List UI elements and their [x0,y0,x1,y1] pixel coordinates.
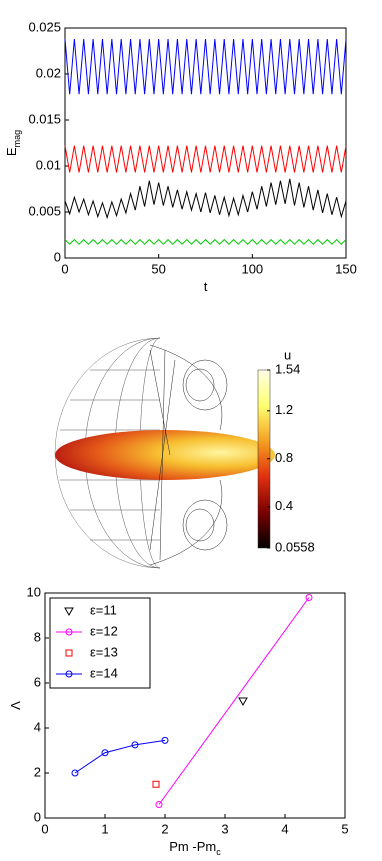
series-line [158,597,310,805]
x-tick-label: 100 [241,261,263,276]
y-tick-label: 2 [34,764,41,779]
axis-label-text: t [204,279,208,294]
series-line [64,38,347,95]
marker [305,594,313,601]
marker [71,769,79,777]
marker [238,697,248,707]
y-tick-label: 8 [34,629,41,644]
x-tick-label: 2 [161,821,168,836]
y-tick-label: 10 [27,584,41,599]
legend-label: ε=12 [90,623,118,638]
marker [101,749,109,757]
axis-label-text: Pm -Pm [169,839,216,854]
marker [131,741,139,749]
plot-frame [64,27,347,259]
x-tick-label: 150 [335,261,357,276]
x-tick-label: 0 [41,821,48,836]
axis-label-text: E [4,147,19,156]
series-line [64,145,347,173]
y-tick-label: 0.015 [28,111,61,126]
series-line [64,178,347,220]
axis-label: Pm -Pmc [169,839,221,857]
marker [64,607,74,617]
marker [161,736,169,744]
y-tick-label: 6 [34,674,41,689]
x-tick-label: 1 [101,821,108,836]
marker [152,780,160,788]
marker [65,670,73,678]
legend-box [49,597,151,689]
marker [65,649,73,657]
axis-label: Emag [4,130,22,156]
axis-label-subscript: c [216,847,221,857]
x-tick-label: 0 [61,261,68,276]
colorbar-tick-label: 1.2 [275,402,293,417]
x-tick-label: 50 [151,261,165,276]
plot-frame [44,592,346,819]
axis-label: t [204,279,208,294]
colorbar-title: u [284,347,291,362]
axis-label: Λ [8,701,23,710]
x-tick-label: 5 [341,821,348,836]
colorbar-tick-label: 1.54 [275,361,300,376]
marker [65,628,73,636]
render-3d [54,337,275,569]
y-tick-label: 0.02 [36,65,61,80]
y-tick-label: 0.005 [28,203,61,218]
colorbar-tick-label: 0.4 [275,498,293,513]
y-tick-label: 4 [34,719,41,734]
legend-label: ε=11 [90,602,117,617]
series-line [64,238,347,245]
legend-label: ε=13 [90,644,118,659]
x-tick-label: 4 [281,821,288,836]
legend-label: ε=14 [90,665,118,680]
axis-label-text: Λ [8,701,23,710]
axis-label-subscript: mag [12,130,22,148]
colorbar-tick-label: 0.0558 [275,539,315,554]
y-tick-label: 0.01 [36,157,61,172]
marker [155,801,163,808]
x-tick-label: 3 [221,821,228,836]
colorbar-tick-label: 0.8 [275,450,293,465]
y-tick-label: 0.025 [28,19,61,34]
y-tick-label: 0 [54,249,61,264]
series-line [74,739,166,774]
y-tick-label: 0 [34,809,41,824]
